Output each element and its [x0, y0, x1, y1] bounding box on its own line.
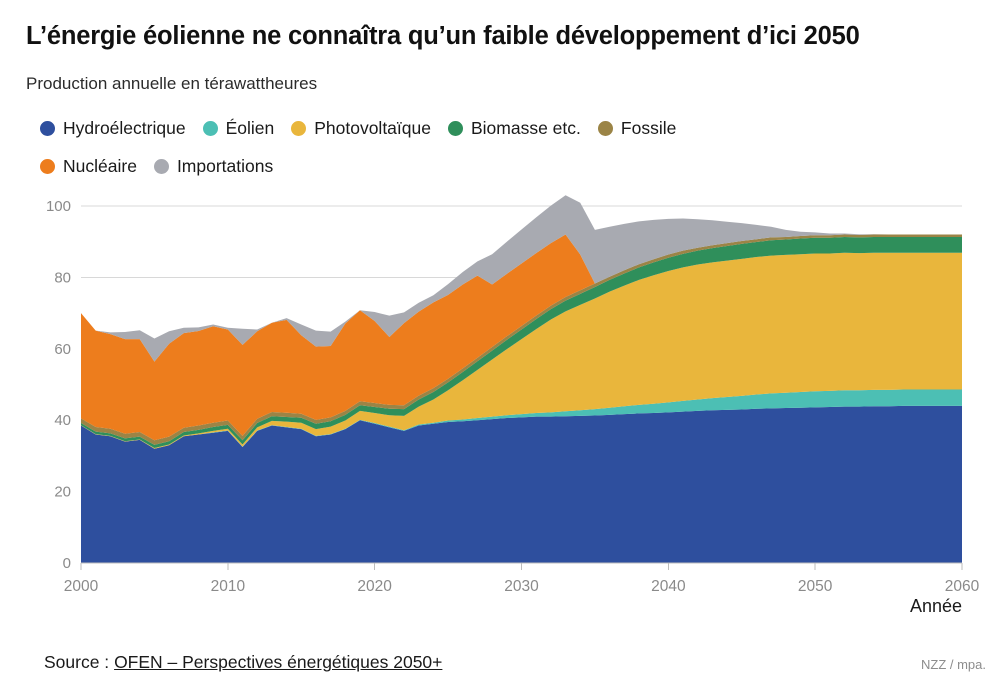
legend-label-pv: Photovoltaïque: [314, 117, 431, 138]
legend-swatch-pv-icon: [291, 120, 307, 136]
chart-area: 0 20 40 60 80 100 2000 2010 2020 2030 2040 2050 2060: [0, 190, 1000, 610]
legend-swatch-nucleaire-icon: [40, 158, 55, 174]
legend-item-hydro[interactable]: Hydroélectrique: [40, 115, 186, 141]
legend-swatch-hydro-icon: [40, 120, 55, 136]
source-prefix: Source :: [44, 652, 110, 672]
legend-label-fossile: Fossile: [620, 117, 677, 138]
y-tick-label-80: 80: [54, 269, 71, 286]
chart-subtitle: Production annuelle en térawattheures: [26, 74, 318, 93]
legend-swatch-biomasse-icon: [447, 120, 463, 136]
credit-label: NZZ / mpa.: [920, 657, 986, 672]
x-tick-label-2030: 2030: [504, 578, 539, 595]
area-series-nucleaire: [81, 234, 962, 441]
legend-label-nucleaire: Nucléaire: [63, 155, 137, 176]
legend-swatch-eolien-icon: [202, 120, 218, 136]
legend-label-biomasse: Biomasse etc.: [470, 117, 581, 138]
x-tick-label-2040: 2040: [651, 578, 686, 595]
x-axis-title: Année: [909, 596, 962, 616]
area-series-pv: [81, 252, 962, 449]
legend-swatch-imports-icon: [153, 158, 169, 174]
legend-item-fossile[interactable]: Fossile: [597, 115, 677, 141]
y-tick-label-100: 100: [46, 198, 71, 215]
area-series-eolien: [81, 389, 962, 449]
legend-label-imports: Importations: [176, 155, 274, 176]
x-tick-label-2060: 2060: [945, 578, 980, 595]
chart-legend: Hydroélectrique Éolien Photovoltaïque Bioma…: [40, 115, 960, 179]
legend-swatch-fossile-icon: [597, 120, 613, 136]
x-tick-label-2000: 2000: [64, 578, 99, 595]
legend-item-imports[interactable]: Importations: [153, 153, 274, 179]
legend-label-eolien: Éolien: [225, 117, 275, 138]
area-series-imports: [81, 195, 962, 362]
y-tick-label-20: 20: [54, 484, 71, 501]
area-series-hydro: [81, 405, 962, 563]
source-note: Source : OFEN – Perspectives énergétique…: [44, 652, 442, 673]
legend-item-nucleaire[interactable]: Nucléaire: [40, 153, 137, 179]
y-tick-label-40: 40: [54, 412, 71, 429]
legend-item-biomasse[interactable]: Biomasse etc.: [447, 115, 581, 141]
legend-item-pv[interactable]: Photovoltaïque: [291, 115, 431, 141]
legend-item-eolien[interactable]: Éolien: [202, 115, 275, 141]
legend-label-hydro: Hydroélectrique: [63, 117, 186, 138]
source-link[interactable]: OFEN – Perspectives énergétiques 2050+: [114, 652, 443, 672]
x-tick-label-2010: 2010: [211, 578, 246, 595]
y-tick-label-0: 0: [63, 555, 71, 572]
page-title: L’énergie éolienne ne connaîtra qu’un fa…: [26, 22, 860, 50]
x-tick-label-2050: 2050: [798, 578, 833, 595]
x-tick-label-2020: 2020: [357, 578, 392, 595]
y-tick-label-60: 60: [54, 341, 71, 358]
